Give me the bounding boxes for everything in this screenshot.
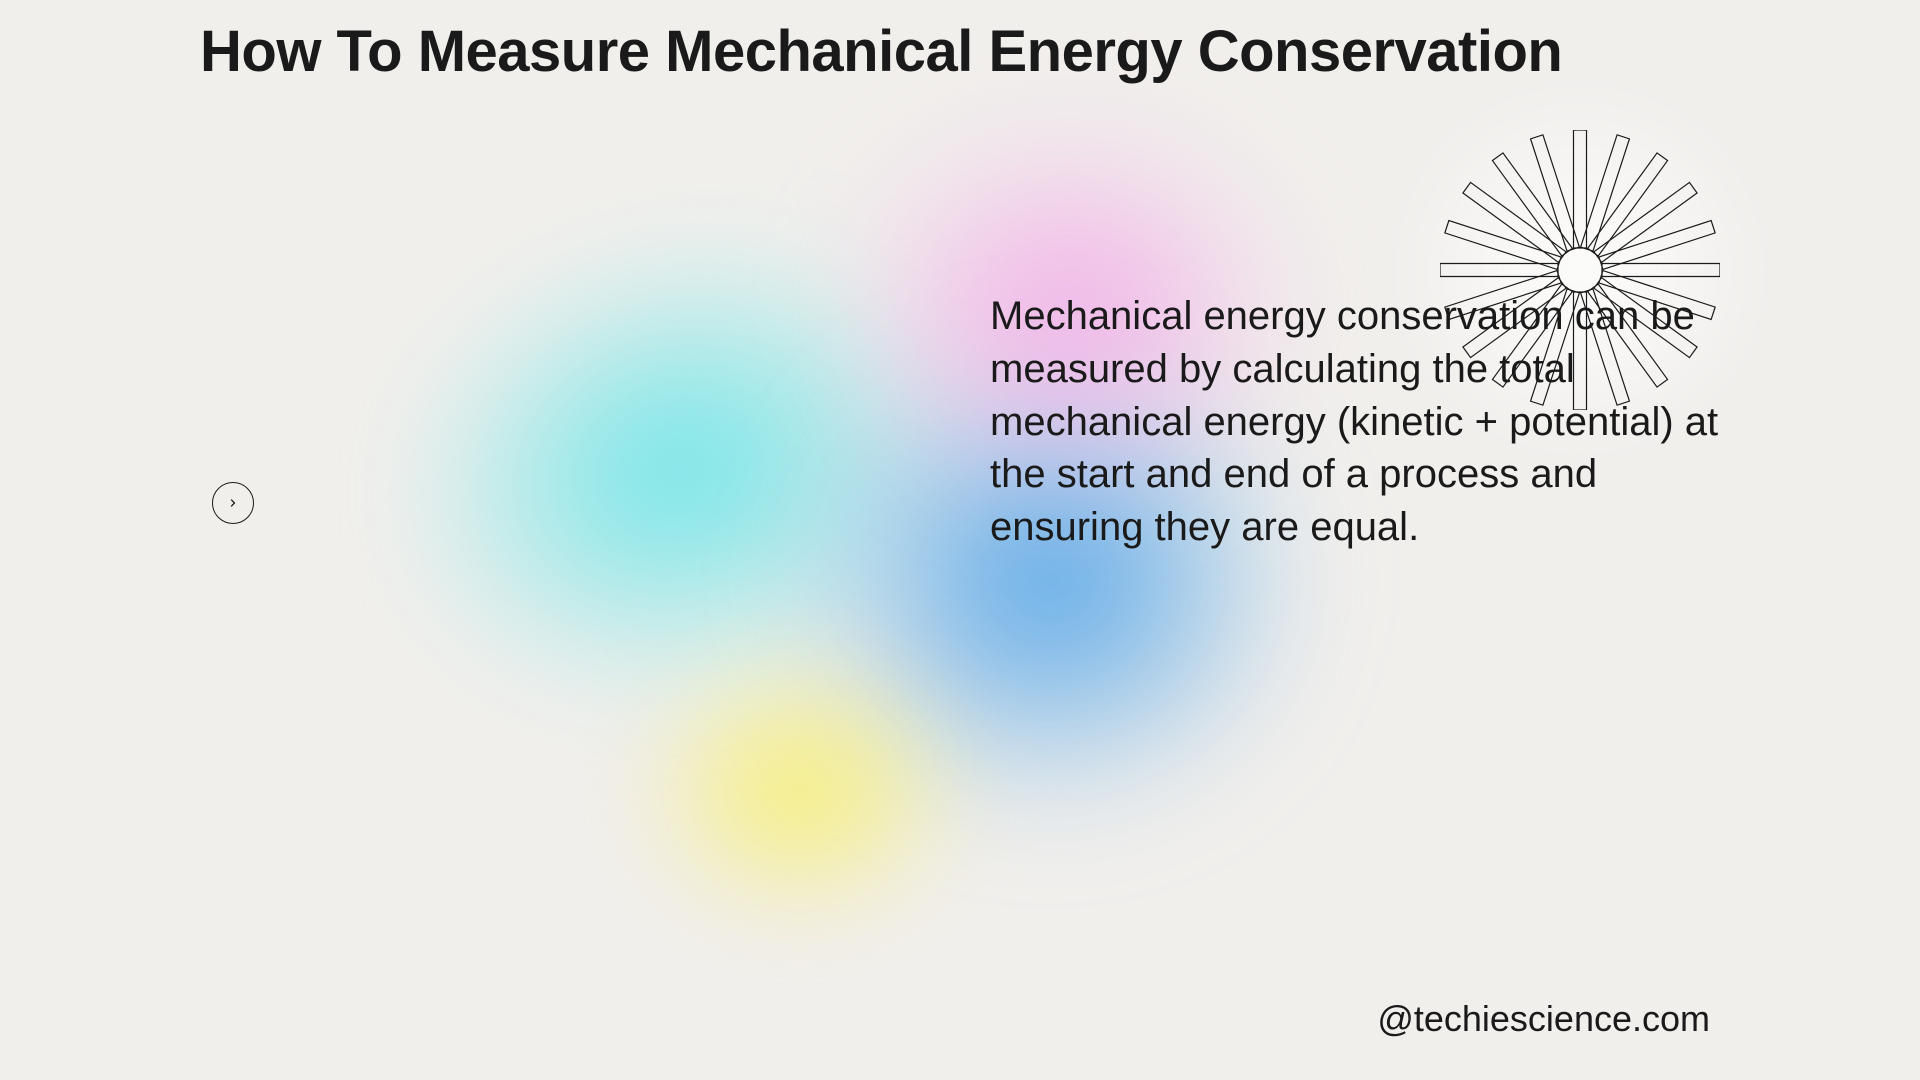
chevron-right-icon (227, 497, 239, 509)
page-title: How To Measure Mechanical Energy Conserv… (200, 18, 1562, 85)
blob-cyan (340, 173, 1019, 767)
body-description: Mechanical energy conservation can be me… (990, 290, 1750, 554)
blob-yellow (630, 650, 970, 930)
next-button[interactable] (212, 482, 254, 524)
attribution: @techiescience.com (1377, 998, 1710, 1040)
